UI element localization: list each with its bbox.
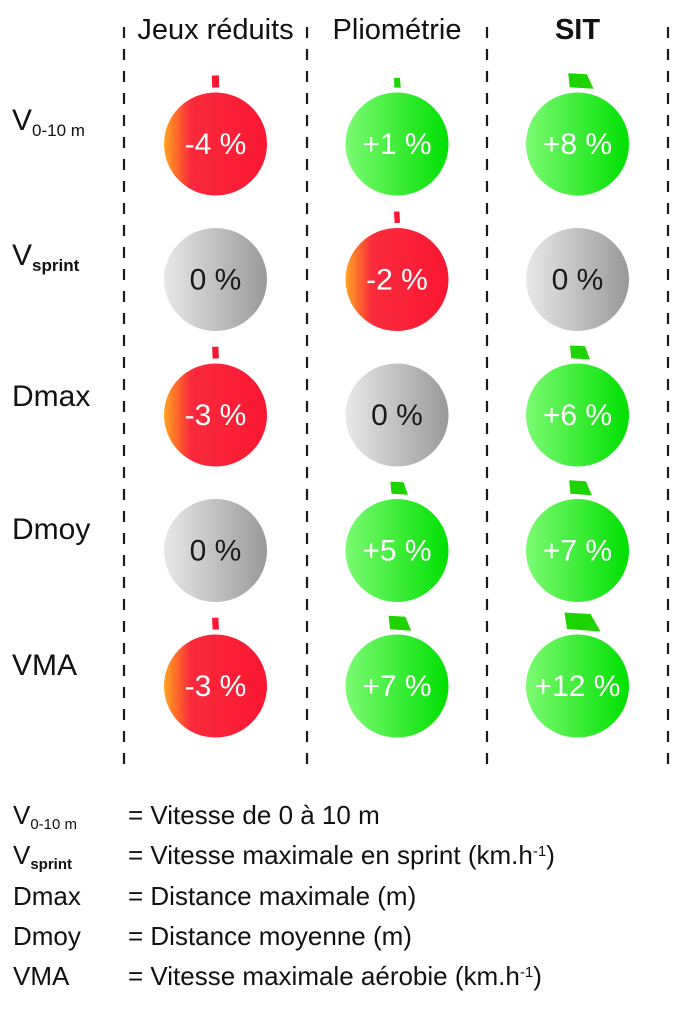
svg-text:+5 %: +5 % [362,534,431,567]
svg-text:-3 %: -3 % [185,670,247,703]
svg-text:+7 %: +7 % [543,534,612,567]
svg-text:0 %: 0 % [371,399,423,432]
svg-text:-3 %: -3 % [185,399,247,432]
svg-text:0 %: 0 % [552,263,604,296]
svg-text:+7 %: +7 % [362,670,431,703]
svg-text:-2 %: -2 % [366,263,428,296]
svg-text:+1 %: +1 % [362,128,431,161]
svg-text:0 %: 0 % [190,534,242,567]
svg-text:+8 %: +8 % [543,128,612,161]
svg-text:+6 %: +6 % [543,399,612,432]
svg-text:0 %: 0 % [190,263,242,296]
svg-text:-4 %: -4 % [185,128,247,161]
svg-text:+12 %: +12 % [535,670,621,703]
